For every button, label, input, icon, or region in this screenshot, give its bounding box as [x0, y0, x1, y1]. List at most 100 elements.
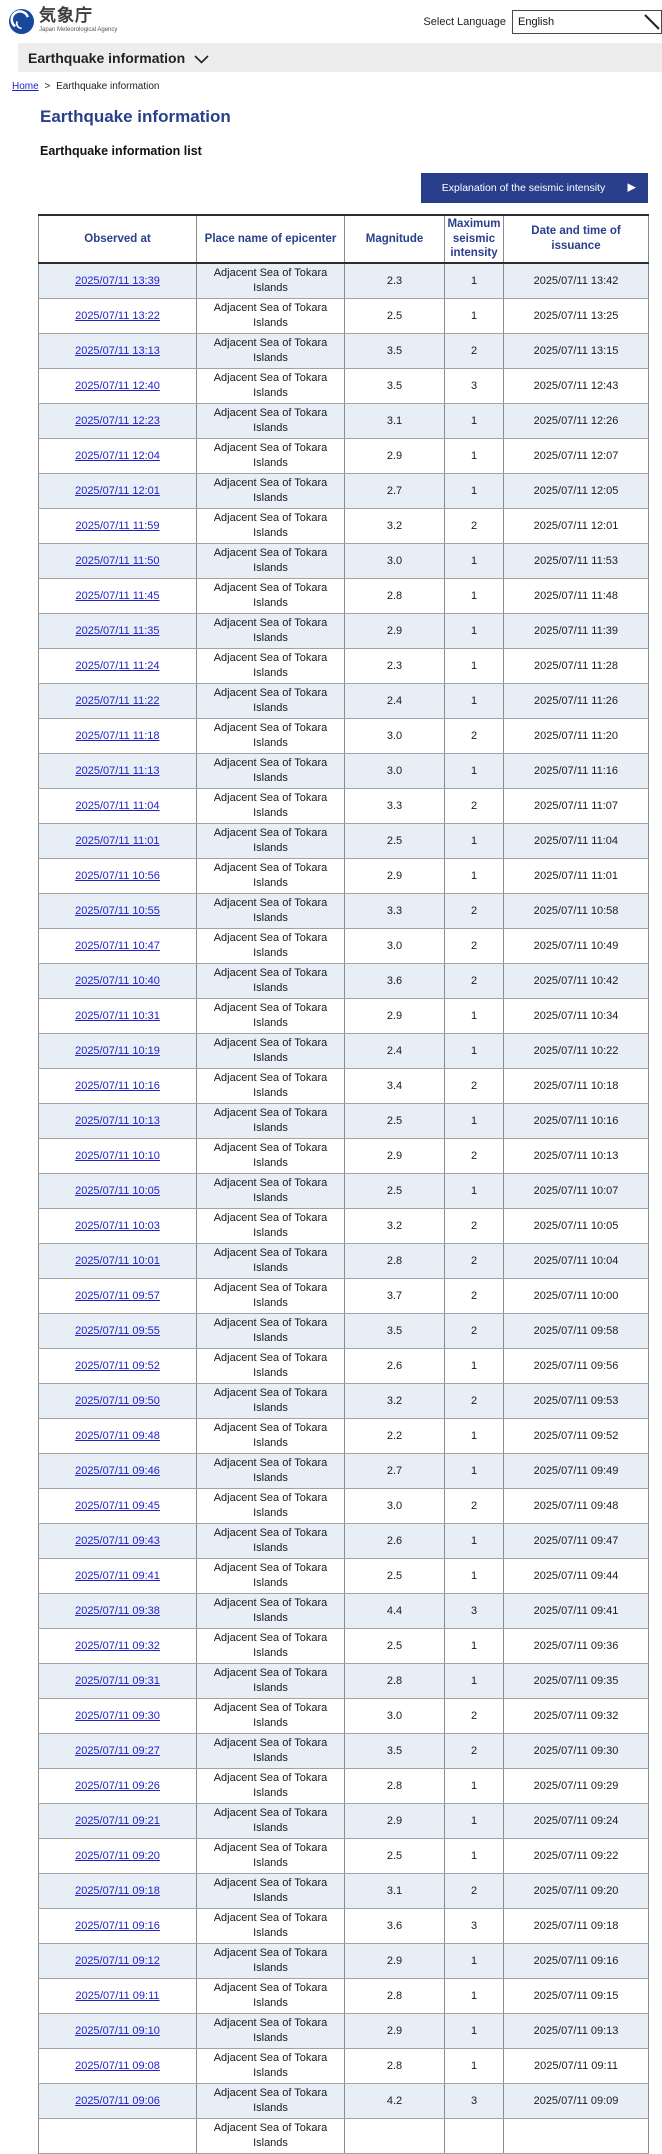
observed-at-link[interactable]: 2025/07/11 10:10 [75, 1149, 160, 1162]
observed-at-link[interactable]: 2025/07/11 11:18 [75, 729, 160, 742]
observed-at-cell: 2025/07/11 10:01 [38, 1243, 197, 1279]
observed-at-link[interactable]: 2025/07/11 11:04 [75, 799, 160, 812]
observed-at-link[interactable]: 2025/07/11 11:13 [75, 764, 160, 777]
observed-at-link[interactable]: 2025/07/11 12:40 [75, 379, 160, 392]
observed-at-link[interactable]: 2025/07/11 09:16 [75, 1919, 160, 1932]
observed-at-link[interactable]: 2025/07/11 09:27 [75, 1744, 160, 1757]
observed-at-link[interactable]: 2025/07/11 09:06 [75, 2094, 160, 2107]
place-name-cell: Adjacent Sea of Tokara Islands [196, 438, 345, 474]
table-row: 2025/07/11 13:22 Adjacent Sea of Tokara … [38, 298, 649, 334]
observed-at-link[interactable]: 2025/07/11 10:16 [75, 1079, 160, 1092]
issuance-cell: 2025/07/11 09:29 [503, 1768, 649, 1804]
issuance-cell: 2025/07/11 09:47 [503, 1523, 649, 1559]
magnitude-cell: 3.5 [344, 1733, 445, 1769]
observed-at-link[interactable]: 2025/07/11 13:13 [75, 344, 160, 357]
observed-at-cell: 2025/07/11 13:39 [38, 263, 197, 299]
table-row: 2025/07/11 13:13 Adjacent Sea of Tokara … [38, 333, 649, 369]
observed-at-link[interactable]: 2025/07/11 11:45 [75, 589, 160, 602]
observed-at-link[interactable]: 2025/07/11 11:59 [75, 519, 160, 532]
observed-at-link[interactable]: 2025/07/11 09:50 [75, 1394, 160, 1407]
observed-at-cell: 2025/07/11 11:01 [38, 823, 197, 859]
observed-at-link[interactable]: 2025/07/11 09:46 [75, 1464, 160, 1477]
place-name-cell: Adjacent Sea of Tokara Islands [196, 368, 345, 404]
issuance-cell: 2025/07/11 11:01 [503, 858, 649, 894]
place-name-cell: Adjacent Sea of Tokara Islands [196, 613, 345, 649]
table-row: 2025/07/11 11:01 Adjacent Sea of Tokara … [38, 823, 649, 859]
observed-at-cell: 2025/07/11 09:08 [38, 2048, 197, 2084]
intensity-cell: 2 [444, 788, 504, 824]
observed-at-link[interactable]: 2025/07/11 13:39 [75, 274, 160, 287]
nav-menu-earthquake-information[interactable]: Earthquake information [18, 43, 662, 72]
place-name-cell: Adjacent Sea of Tokara Islands [196, 1523, 345, 1559]
observed-at-link[interactable]: 2025/07/11 10:40 [75, 974, 160, 987]
issuance-cell: 2025/07/11 09:15 [503, 1978, 649, 2014]
place-name-cell: Adjacent Sea of Tokara Islands [196, 718, 345, 754]
place-name-cell: Adjacent Sea of Tokara Islands [196, 1453, 345, 1489]
observed-at-link[interactable]: 2025/07/11 09:31 [75, 1674, 160, 1687]
observed-at-link[interactable]: 2025/07/11 09:48 [75, 1429, 160, 1442]
place-name-cell: Adjacent Sea of Tokara Islands [196, 1488, 345, 1524]
observed-at-link[interactable]: 2025/07/11 10:05 [75, 1184, 160, 1197]
magnitude-cell: 2.3 [344, 263, 445, 299]
column-header-issuance: Date and time of issuance [503, 215, 649, 263]
place-name-cell: Adjacent Sea of Tokara Islands [196, 2048, 345, 2084]
observed-at-link[interactable]: 2025/07/11 10:55 [75, 904, 160, 917]
observed-at-link[interactable]: 2025/07/11 12:04 [75, 449, 160, 462]
place-name-cell: Adjacent Sea of Tokara Islands [196, 333, 345, 369]
observed-at-link[interactable]: 2025/07/11 11:22 [75, 694, 160, 707]
observed-at-link[interactable]: 2025/07/11 09:20 [75, 1849, 160, 1862]
observed-at-link[interactable]: 2025/07/11 09:41 [75, 1569, 160, 1582]
observed-at-cell: 2025/07/11 11:04 [38, 788, 197, 824]
observed-at-link[interactable]: 2025/07/11 13:22 [75, 309, 160, 322]
observed-at-link[interactable]: 2025/07/11 10:56 [75, 869, 160, 882]
magnitude-cell: 2.5 [344, 1628, 445, 1664]
intensity-cell: 2 [444, 1488, 504, 1524]
observed-at-link[interactable]: 2025/07/11 09:43 [75, 1534, 160, 1547]
observed-at-link[interactable]: 2025/07/11 09:38 [75, 1604, 160, 1617]
intensity-cell: 1 [444, 1523, 504, 1559]
observed-at-cell: 2025/07/11 10:03 [38, 1208, 197, 1244]
observed-at-link[interactable]: 2025/07/11 11:01 [75, 834, 160, 847]
observed-at-link[interactable]: 2025/07/11 09:18 [75, 1884, 160, 1897]
observed-at-link[interactable]: 2025/07/11 09:55 [75, 1324, 160, 1337]
observed-at-link[interactable]: 2025/07/11 09:57 [75, 1289, 160, 1302]
breadcrumb-home-link[interactable]: Home [12, 81, 39, 92]
issuance-cell: 2025/07/11 09:44 [503, 1558, 649, 1594]
observed-at-link[interactable]: 2025/07/11 09:12 [75, 1954, 160, 1967]
observed-at-link[interactable]: 2025/07/11 11:35 [75, 624, 160, 637]
observed-at-link[interactable]: 2025/07/11 10:13 [75, 1114, 160, 1127]
observed-at-link[interactable]: 2025/07/11 12:23 [75, 414, 160, 427]
observed-at-link[interactable]: 2025/07/11 11:50 [75, 554, 160, 567]
observed-at-link[interactable]: 2025/07/11 10:01 [75, 1254, 160, 1267]
observed-at-link[interactable]: 2025/07/11 10:47 [75, 939, 160, 952]
observed-at-link[interactable]: 2025/07/11 09:45 [75, 1499, 160, 1512]
observed-at-link[interactable]: 2025/07/11 10:31 [75, 1009, 160, 1022]
observed-at-link[interactable]: 2025/07/11 12:01 [75, 484, 160, 497]
intensity-cell: 1 [444, 858, 504, 894]
language-select[interactable]: English [512, 10, 662, 34]
observed-at-link[interactable]: 2025/07/11 10:03 [75, 1219, 160, 1232]
table-row: 2025/07/11 10:40 Adjacent Sea of Tokara … [38, 963, 649, 999]
place-name-cell: Adjacent Sea of Tokara Islands [196, 1418, 345, 1454]
jma-logo[interactable]: 気象庁 Japan Meteorological Agency [8, 7, 117, 35]
observed-at-link[interactable]: 2025/07/11 09:08 [75, 2059, 160, 2072]
observed-at-link[interactable]: 2025/07/11 09:10 [75, 2024, 160, 2037]
observed-at-cell: 2025/07/11 11:35 [38, 613, 197, 649]
table-row: 2025/07/11 09:55 Adjacent Sea of Tokara … [38, 1313, 649, 1349]
table-row: 2025/07/11 09:27 Adjacent Sea of Tokara … [38, 1733, 649, 1769]
observed-at-link[interactable]: 2025/07/11 09:11 [75, 1989, 160, 2002]
observed-at-link[interactable]: 2025/07/11 09:30 [75, 1709, 160, 1722]
magnitude-cell: 2.5 [344, 1173, 445, 1209]
observed-at-link[interactable]: 2025/07/11 09:21 [75, 1814, 160, 1827]
intensity-cell: 2 [444, 928, 504, 964]
observed-at-link[interactable]: 2025/07/11 09:52 [75, 1359, 160, 1372]
intensity-cell: 1 [444, 1838, 504, 1874]
observed-at-cell: 2025/07/11 09:26 [38, 1768, 197, 1804]
explanation-seismic-intensity-button[interactable]: Explanation of the seismic intensity ▶ [421, 173, 648, 203]
observed-at-link[interactable]: 2025/07/11 09:32 [75, 1639, 160, 1652]
observed-at-link[interactable]: 2025/07/11 11:24 [75, 659, 160, 672]
observed-at-link[interactable]: 2025/07/11 10:19 [75, 1044, 160, 1057]
observed-at-cell: 2025/07/11 10:55 [38, 893, 197, 929]
observed-at-link[interactable]: 2025/07/11 09:26 [75, 1779, 160, 1792]
place-name-cell: Adjacent Sea of Tokara Islands [196, 1978, 345, 2014]
